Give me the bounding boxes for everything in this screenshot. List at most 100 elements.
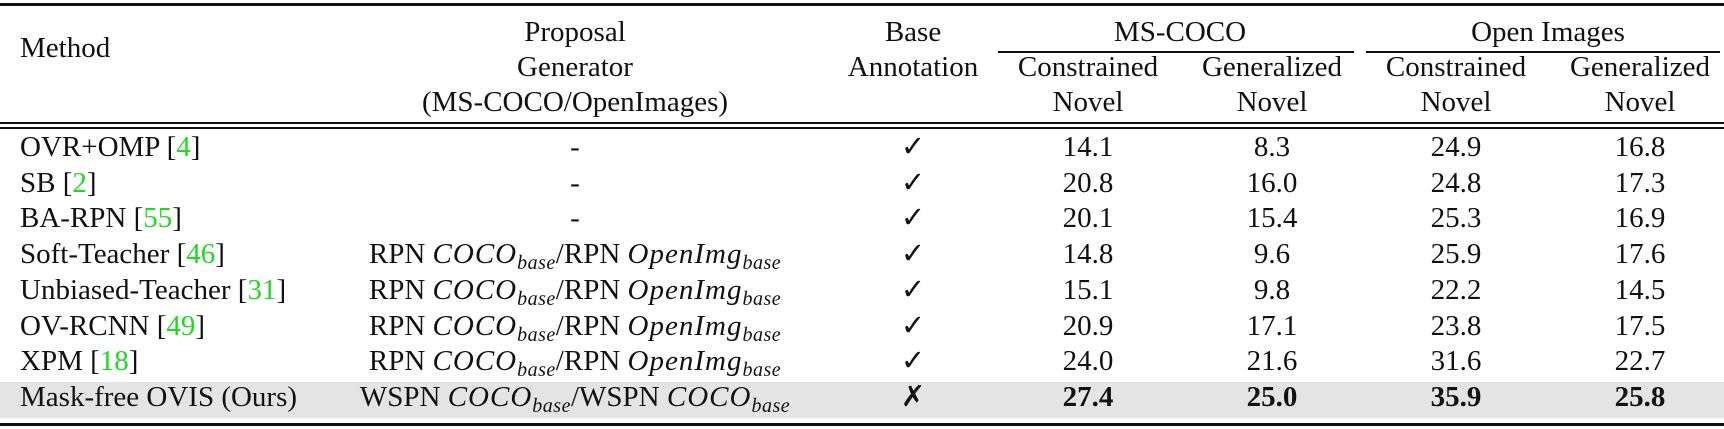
dataset-a: COCObase	[432, 309, 556, 346]
method-name: XPM	[20, 345, 83, 378]
highlight-row-background	[0, 382, 1724, 418]
base-annotation-mark: ✗	[900, 381, 926, 413]
value-cell: 20.9	[1062, 309, 1114, 342]
proposal-cell: RPN COCObase/RPN OpenImgbase	[368, 308, 782, 346]
header-subcol-1-line2: Novel	[1236, 86, 1308, 118]
value-cell: 17.5	[1614, 309, 1666, 342]
cmidrule-openimages	[1366, 51, 1720, 53]
method-name: SB	[20, 166, 56, 199]
proposal-generator-a: RPN	[368, 345, 433, 378]
proposal-cell: RPN COCObase/RPN OpenImgbase	[368, 272, 782, 310]
citation-link[interactable]: 46	[186, 238, 216, 271]
proposal-generator-b: /WSPN	[570, 381, 667, 413]
citation-link[interactable]: 55	[143, 202, 173, 235]
method-cell: OVR+OMP [4]	[20, 131, 201, 163]
value-cell: 14.1	[1062, 131, 1114, 163]
proposal-generator-a: RPN	[368, 273, 433, 306]
header-group-openimages: Open Images	[1471, 16, 1625, 48]
value-cell: 27.4	[1062, 381, 1114, 413]
method-name: OV-RCNN	[20, 309, 150, 342]
method-cell: SB [2]	[20, 166, 97, 199]
header-subcol-0-line2: Novel	[1052, 86, 1124, 118]
header-proposal-line3: (MS-COCO/OpenImages)	[421, 86, 729, 118]
method-cell: Soft-Teacher [46]	[20, 238, 225, 271]
method-name: Unbiased-Teacher	[20, 273, 231, 306]
dataset-b: COCObase	[666, 381, 791, 417]
value-cell: 23.8	[1430, 309, 1482, 342]
value-cell: 17.3	[1614, 166, 1666, 199]
value-cell: 20.8	[1062, 166, 1114, 199]
proposal-cell: WSPN COCObase/WSPN COCObase	[359, 379, 791, 417]
value-cell: 8.3	[1253, 131, 1291, 163]
cmidrule-mscoco	[998, 51, 1354, 53]
proposal-generator-b: /RPN	[555, 309, 628, 342]
method-name: Mask-free OVIS (Ours)	[20, 381, 298, 413]
citation-link[interactable]: 18	[99, 345, 129, 378]
method-name: Soft-Teacher	[20, 238, 170, 271]
top-rule	[0, 3, 1724, 6]
header-subcol-1-line1: Generalized	[1201, 51, 1343, 83]
bottom-rule	[0, 423, 1724, 426]
dataset-a: COCObase	[432, 345, 556, 382]
proposal-cell: RPN COCObase/RPN OpenImgbase	[368, 343, 782, 382]
base-annotation-mark: ✓	[900, 202, 926, 235]
value-cell: 17.1	[1246, 309, 1298, 342]
header-base-line1: Base	[884, 16, 942, 48]
header-method: Method	[20, 32, 111, 64]
method-cell: Mask-free OVIS (Ours)	[20, 379, 297, 415]
header-group-mscoco: MS-COCO	[1113, 16, 1247, 48]
header-base-line2: Annotation	[847, 51, 979, 83]
proposal-cell: RPN COCObase/RPN OpenImgbase	[368, 236, 782, 275]
value-cell: 24.8	[1430, 166, 1482, 199]
dataset-b: OpenImgbase	[627, 309, 782, 346]
dataset-b: OpenImgbase	[627, 238, 782, 275]
value-cell: 14.8	[1062, 238, 1114, 271]
method-cell: OV-RCNN [49]	[20, 309, 206, 342]
base-annotation-mark: ✓	[900, 131, 926, 163]
dataset-b: OpenImgbase	[627, 273, 782, 310]
dataset-a: COCObase	[432, 273, 556, 310]
base-annotation-mark: ✓	[900, 345, 926, 378]
header-subcol-3-line2: Novel	[1604, 86, 1676, 118]
proposal-generator-a: RPN	[368, 238, 433, 271]
citation-link[interactable]: 49	[166, 309, 196, 342]
proposal-generator-a: WSPN	[359, 381, 448, 413]
value-cell: 24.9	[1430, 131, 1482, 163]
proposal-cell: -	[570, 131, 580, 163]
value-cell: 22.7	[1614, 345, 1666, 378]
value-cell: 16.0	[1246, 166, 1298, 199]
value-cell: 9.6	[1253, 238, 1291, 271]
header-subcol-0-line1: Constrained	[1017, 51, 1159, 83]
proposal-generator-a: RPN	[368, 309, 433, 342]
base-annotation-mark: ✓	[900, 166, 926, 199]
citation-link[interactable]: 4	[176, 131, 191, 163]
value-cell: 24.0	[1062, 345, 1114, 378]
method-name: BA-RPN	[20, 202, 127, 235]
value-cell: 31.6	[1430, 345, 1482, 378]
value-cell: 16.9	[1614, 202, 1666, 235]
dataset-a: COCObase	[447, 381, 571, 417]
value-cell: 17.6	[1614, 238, 1666, 271]
base-annotation-mark: ✓	[900, 309, 926, 342]
value-cell: 20.1	[1062, 202, 1114, 235]
base-annotation-mark: ✓	[900, 273, 926, 306]
value-cell: 25.8	[1614, 381, 1666, 413]
header-proposal-line2: Generator	[517, 51, 633, 83]
header-proposal-line1: Proposal	[524, 16, 626, 48]
proposal-generator-b: /RPN	[555, 273, 628, 306]
value-cell: 15.1	[1062, 273, 1114, 306]
value-cell: 22.2	[1430, 273, 1482, 306]
value-cell: 25.0	[1246, 381, 1298, 413]
citation-link[interactable]: 31	[247, 273, 277, 306]
citation-link[interactable]: 2	[72, 166, 87, 199]
value-cell: 14.5	[1614, 273, 1666, 306]
value-cell: 35.9	[1430, 381, 1482, 413]
header-subcol-3-line1: Generalized	[1569, 51, 1711, 83]
method-cell: BA-RPN [55]	[20, 202, 182, 235]
proposal-generator-b: /RPN	[555, 345, 628, 378]
base-annotation-mark: ✓	[900, 238, 926, 271]
dataset-b: OpenImgbase	[627, 345, 782, 382]
value-cell: 25.3	[1430, 202, 1482, 235]
value-cell: 15.4	[1246, 202, 1298, 235]
proposal-cell: -	[570, 166, 580, 199]
